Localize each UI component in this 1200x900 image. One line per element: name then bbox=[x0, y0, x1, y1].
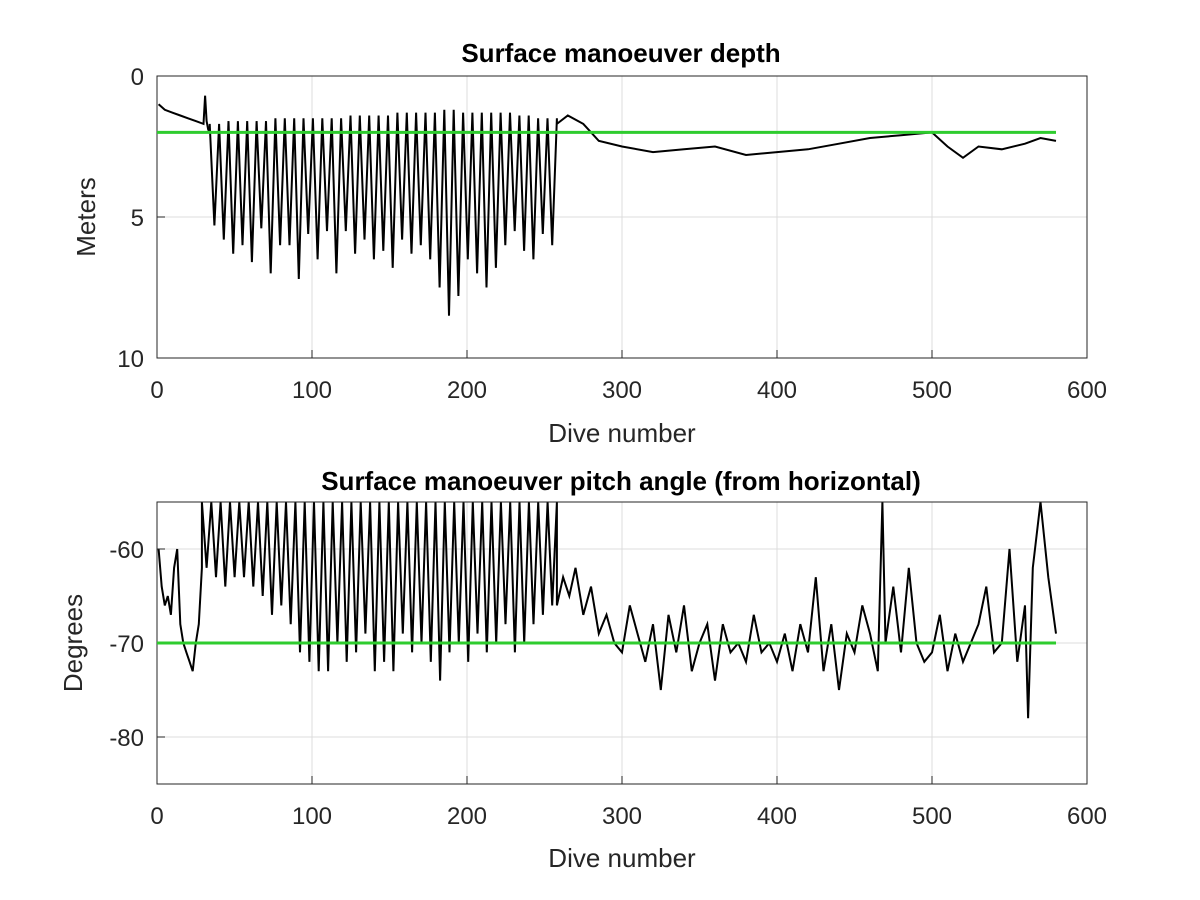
y-tick-labels: 0 5 10 bbox=[117, 64, 144, 373]
x-tick-label: 100 bbox=[292, 377, 332, 404]
x-tick-label: 200 bbox=[447, 377, 487, 404]
series-group bbox=[157, 501, 1057, 719]
series-line bbox=[157, 501, 1057, 719]
x-tick-labels: 0 100 200 300 400 500 600 bbox=[150, 803, 1107, 830]
y-tick-labels: -60 -70 -80 bbox=[109, 537, 144, 752]
pitch-chart: Surface manoeuver pitch angle (from hori… bbox=[58, 466, 1107, 873]
x-tick-label: 400 bbox=[757, 803, 797, 830]
x-tick-labels: 0 100 200 300 400 500 600 bbox=[150, 377, 1107, 404]
x-axis-label: Dive number bbox=[548, 843, 696, 873]
chart-title: Surface manoeuver pitch angle (from hori… bbox=[321, 466, 921, 496]
depth-chart: Surface manoeuver depth 0 100 200 300 400 500… bbox=[71, 38, 1107, 448]
series-line bbox=[157, 95, 1057, 316]
y-tick-label: -60 bbox=[109, 537, 144, 564]
x-tick-label: 600 bbox=[1067, 803, 1107, 830]
x-tick-label: 600 bbox=[1067, 377, 1107, 404]
y-axis-label: Meters bbox=[71, 177, 101, 256]
x-tick-label: 500 bbox=[912, 377, 952, 404]
chart-title: Surface manoeuver depth bbox=[461, 38, 780, 68]
x-tick-label: 0 bbox=[150, 377, 163, 404]
y-tick-label: 0 bbox=[131, 64, 144, 91]
x-axis-label: Dive number bbox=[548, 418, 696, 448]
x-tick-label: 0 bbox=[150, 803, 163, 830]
x-tick-label: 300 bbox=[602, 377, 642, 404]
y-tick-label: 5 bbox=[131, 205, 144, 232]
x-tick-label: 400 bbox=[757, 377, 797, 404]
x-tick-label: 500 bbox=[912, 803, 952, 830]
x-tick-label: 300 bbox=[602, 803, 642, 830]
x-tick-label: 200 bbox=[447, 803, 487, 830]
y-tick-label: -70 bbox=[109, 631, 144, 658]
y-tick-label: 10 bbox=[117, 346, 144, 373]
x-tick-label: 100 bbox=[292, 803, 332, 830]
series-group bbox=[157, 95, 1057, 316]
y-axis-label: Degrees bbox=[58, 594, 88, 692]
y-tick-label: -80 bbox=[109, 725, 144, 752]
